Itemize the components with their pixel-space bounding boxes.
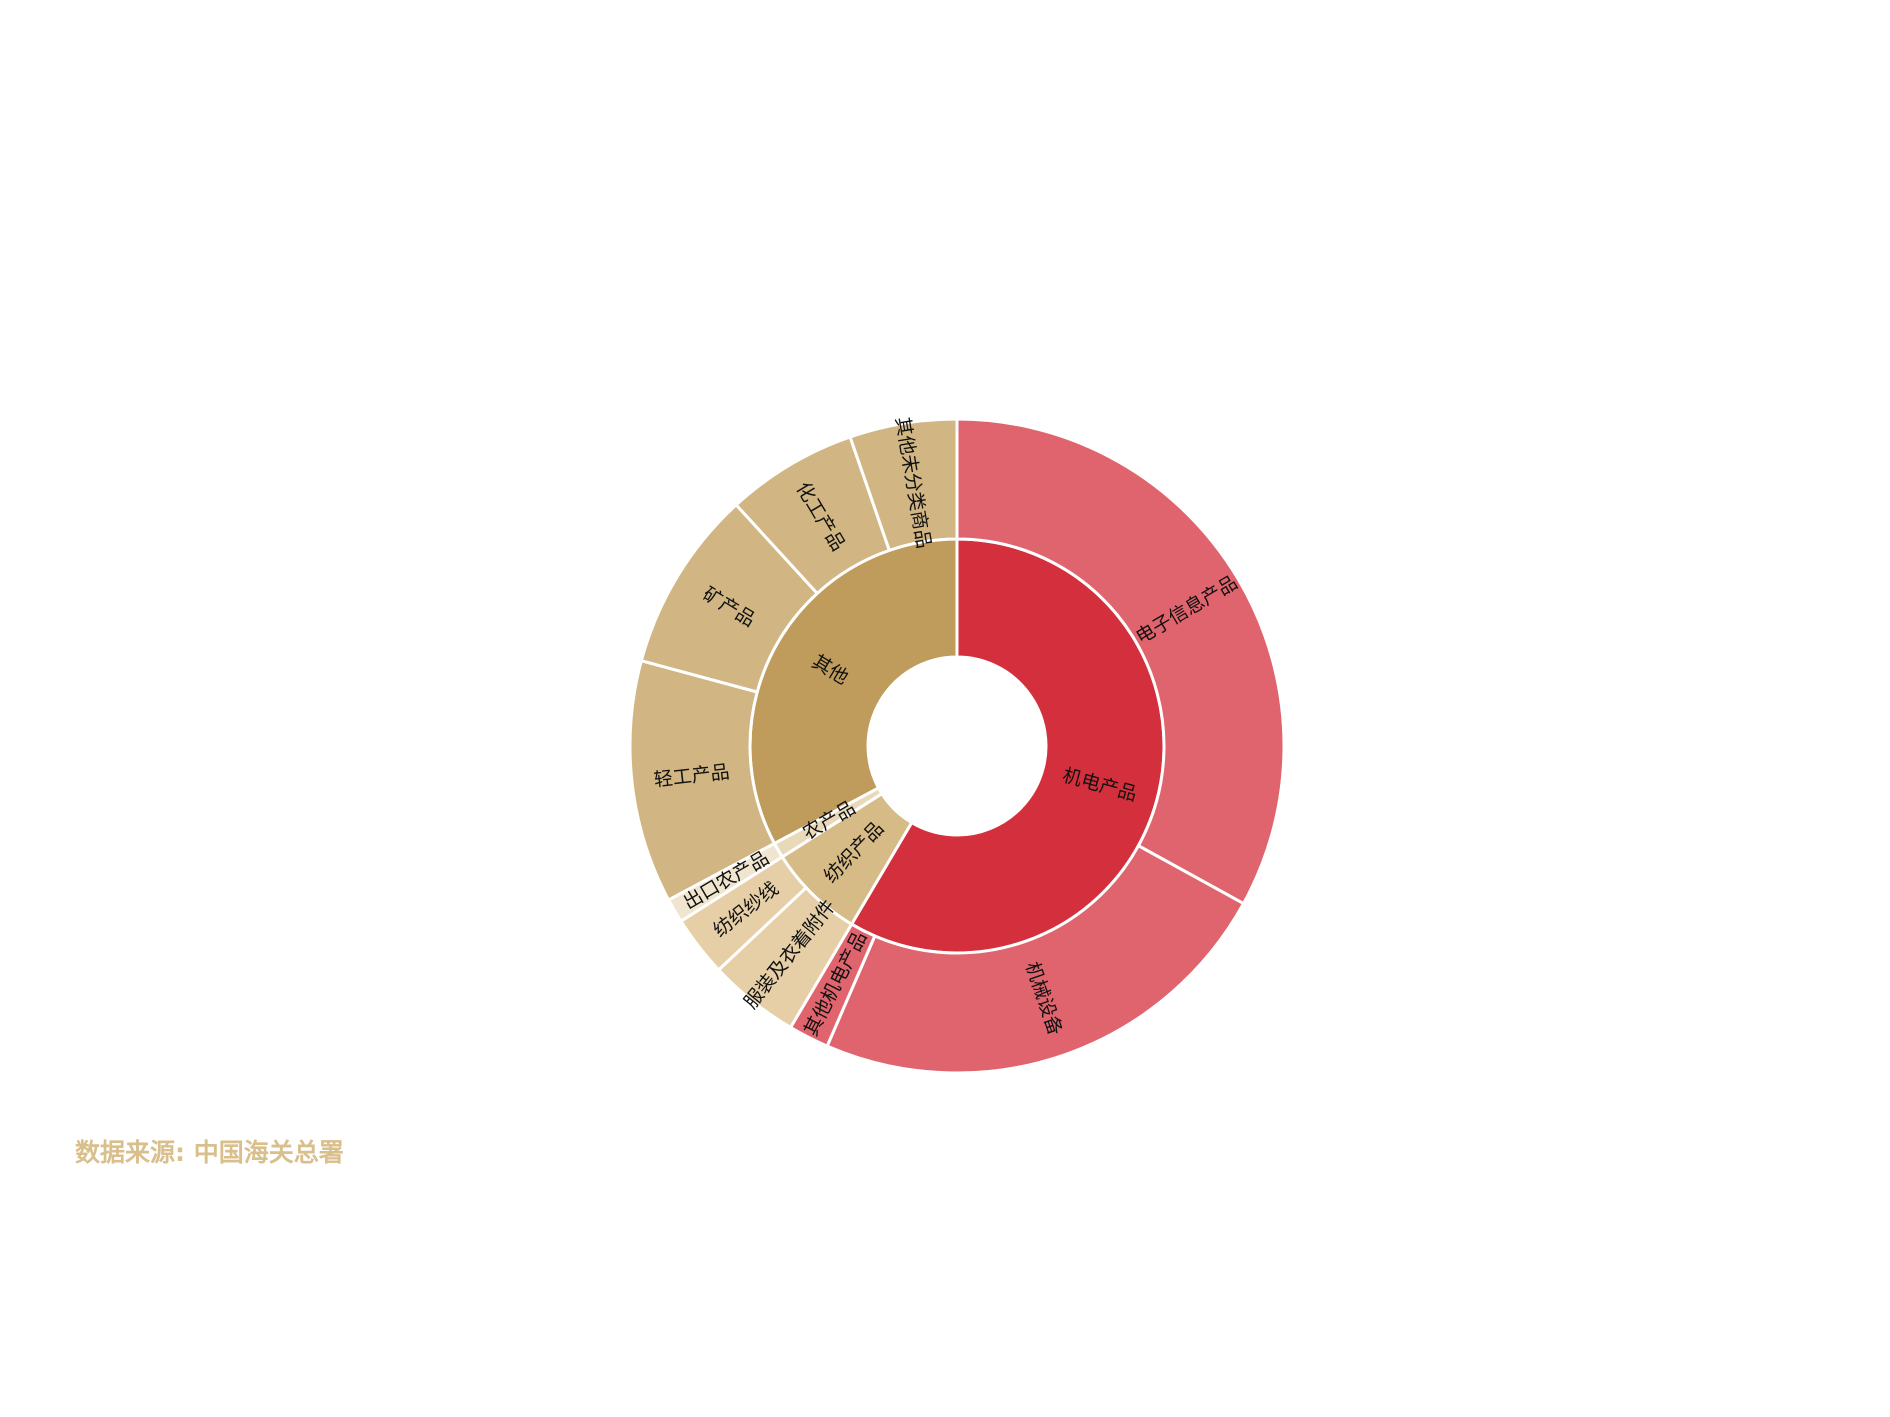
outer-ring-segment[interactable] bbox=[825, 843, 1246, 1075]
outer-ring bbox=[628, 417, 1286, 1075]
inner-ring bbox=[748, 537, 1166, 955]
data-source-note: 数据来源: 中国海关总署 bbox=[75, 1138, 344, 1167]
outer-ring-segment[interactable] bbox=[955, 417, 1286, 906]
outer-ring-segment[interactable] bbox=[848, 417, 959, 553]
